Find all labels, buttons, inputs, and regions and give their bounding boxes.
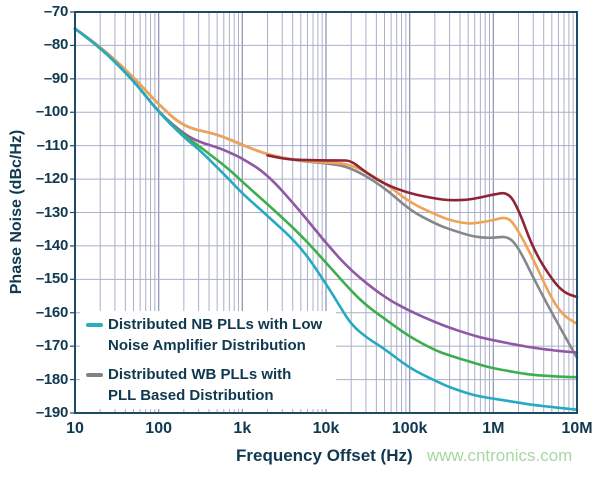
plot-frame — [74, 11, 578, 414]
y-tick-label: –110 — [36, 136, 69, 154]
legend-label-nb-plls: Distributed NB PLLs with Low Noise Ampli… — [108, 314, 322, 356]
x-tick-label: 1k — [233, 420, 252, 437]
green-curve-curve — [73, 27, 579, 379]
x-axis-title: Frequency Offset (Hz) — [236, 446, 413, 465]
y-tick-label: –190 — [35, 404, 68, 421]
y-tick-label: –70 — [43, 3, 68, 20]
legend-entry-wb-plls: Distributed WB PLLs with PLL Based Distr… — [86, 364, 336, 406]
watermark-link[interactable]: www.cntronics.com — [426, 446, 573, 465]
x-tick-label: 10M — [561, 420, 593, 437]
darkred-curve-curve — [266, 154, 579, 299]
y-tick-label: –140 — [35, 236, 68, 254]
legend-label-nb-plls-line2: Noise Amplifier Distribution — [108, 337, 306, 354]
legend-label-nb-plls-line1: Distributed NB PLLs with Low — [108, 316, 323, 333]
legend-label-wb-plls-line2: PLL Based Distribution — [108, 387, 274, 404]
orange-curve-curve — [73, 27, 579, 326]
x-tick-label: 10k — [312, 420, 340, 437]
legend-label-wb-plls: Distributed WB PLLs with PLL Based Distr… — [108, 364, 291, 406]
y-tick-label: –80 — [43, 36, 68, 54]
y-tick-label: –130 — [35, 203, 68, 221]
y-tick-label: –150 — [35, 270, 68, 288]
legend-marker-wb-plls-icon — [86, 373, 103, 377]
purple-curve-curve — [73, 27, 579, 354]
x-tick-label: 1M — [482, 420, 505, 437]
y-tick-label: –160 — [35, 303, 68, 321]
legend-entry-nb-plls: Distributed NB PLLs with Low Noise Ampli… — [86, 314, 336, 356]
y-tick-label: –90 — [43, 69, 68, 87]
y-tick-label: –120 — [35, 170, 68, 188]
x-tick-label: 100k — [391, 420, 428, 437]
legend-label-wb-plls-line1: Distributed WB PLLs with — [108, 366, 292, 383]
x-axis-title-row: Frequency Offset (Hz) www.cntronics.com — [236, 446, 572, 466]
x-tick-label: 100 — [145, 420, 173, 437]
y-tick-label: –170 — [35, 337, 68, 355]
legend-marker-nb-plls-icon — [86, 323, 103, 327]
nb-plls-lna-distribution-curve — [73, 27, 579, 411]
x-tick-label: 10 — [66, 420, 84, 437]
y-tick-label: –180 — [35, 370, 68, 388]
y-tick-label: –100 — [35, 103, 68, 121]
legend: Distributed NB PLLs with Low Noise Ampli… — [80, 311, 336, 409]
